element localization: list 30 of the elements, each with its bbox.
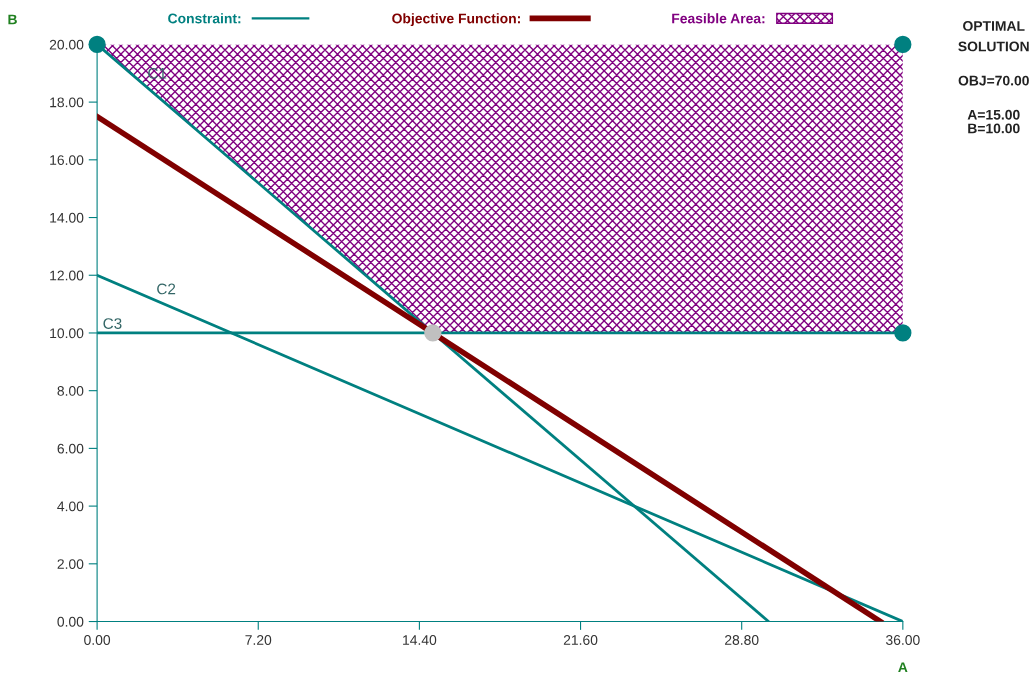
x-tick-label: 36.00 [886, 635, 920, 645]
y-tick-label: 14.00 [50, 212, 84, 223]
y-tick-label: 0.00 [57, 616, 84, 627]
annotation: C3 [103, 318, 122, 329]
y-tick-label: 8.00 [57, 386, 84, 396]
legend-label: Objective Function: [392, 13, 520, 27]
y-tick-label: 18.00 [50, 97, 84, 108]
annotation: C1 [148, 67, 167, 79]
x-tick-label: 28.80 [725, 635, 759, 645]
text: OPTIMAL [963, 21, 1025, 31]
x-tick-label: 7.20 [245, 635, 272, 645]
x-tick-label: 0.00 [84, 635, 111, 645]
y-tick-label: 6.00 [57, 443, 84, 454]
text: A=15.00 [967, 109, 1020, 120]
y-tick-label: 12.00 [50, 270, 84, 281]
x-axis-title: A [898, 662, 908, 672]
y-tick-label: 2.00 [57, 559, 84, 569]
text: OBJ=70.00 [958, 75, 1029, 86]
text: B=10.00 [968, 123, 1020, 134]
legend-label: Constraint: [168, 13, 241, 24]
x-tick-label: 14.40 [403, 635, 437, 645]
text: SOLUTION [958, 41, 1029, 52]
x-tick-label: 21.60 [563, 635, 598, 645]
y-tick-label: 16.00 [50, 155, 84, 165]
y-tick-label: 10.00 [50, 328, 84, 339]
y-tick-label: 4.00 [57, 501, 84, 512]
legend-label: Feasible Area: [672, 13, 765, 24]
y-tick-label: 20.00 [49, 39, 84, 50]
annotation: C2 [157, 283, 176, 295]
y-axis-title: B [8, 14, 17, 25]
